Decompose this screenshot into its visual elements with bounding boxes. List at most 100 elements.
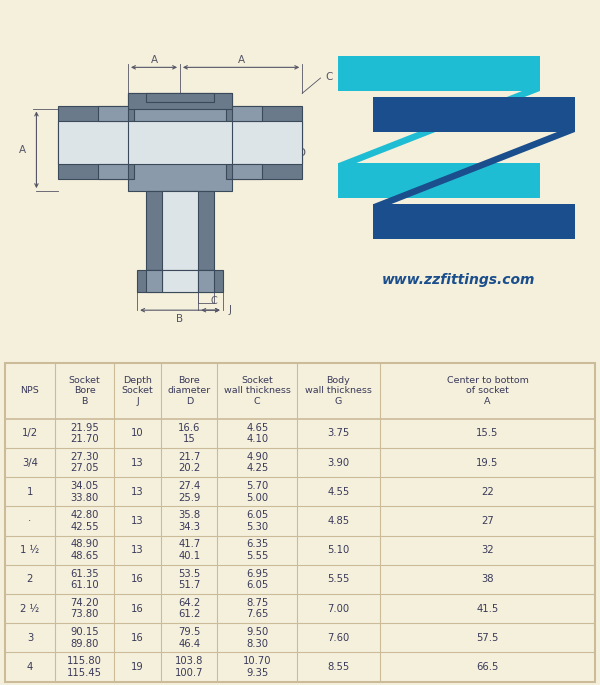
- Text: 13: 13: [131, 458, 144, 468]
- Bar: [199, 271, 214, 292]
- Bar: [146, 191, 214, 271]
- Bar: [128, 93, 232, 109]
- Text: 35.8
34.3: 35.8 34.3: [178, 510, 200, 532]
- Text: 10.70
9.35: 10.70 9.35: [243, 656, 271, 677]
- Text: 16: 16: [131, 575, 144, 584]
- Text: G: G: [161, 93, 169, 103]
- Text: 1: 1: [27, 487, 33, 497]
- Text: 16: 16: [131, 633, 144, 643]
- Polygon shape: [373, 97, 575, 132]
- Text: 74.20
73.80: 74.20 73.80: [70, 598, 99, 619]
- Bar: [232, 164, 262, 179]
- Bar: [146, 93, 214, 103]
- Text: 1 ½: 1 ½: [20, 545, 40, 555]
- Text: 5.55: 5.55: [327, 575, 350, 584]
- Text: 9.50
8.30: 9.50 8.30: [246, 627, 268, 649]
- Text: 53.5
51.7: 53.5 51.7: [178, 569, 200, 590]
- Text: 4.90
4.25: 4.90 4.25: [246, 452, 268, 473]
- Text: 13: 13: [131, 516, 144, 526]
- Text: 3: 3: [27, 633, 33, 643]
- Text: 57.5: 57.5: [476, 633, 499, 643]
- Text: 6.05
5.30: 6.05 5.30: [246, 510, 268, 532]
- Text: 4.65
4.10: 4.65 4.10: [246, 423, 268, 444]
- Text: 7.00: 7.00: [328, 603, 349, 614]
- Text: 10: 10: [131, 428, 144, 438]
- Bar: [128, 121, 232, 164]
- Text: A: A: [238, 55, 245, 64]
- Text: 48.90
48.65: 48.90 48.65: [70, 539, 99, 561]
- Text: 19.5: 19.5: [476, 458, 499, 468]
- Text: ·: ·: [28, 516, 32, 526]
- Text: 4: 4: [27, 662, 33, 672]
- Text: 1/2: 1/2: [22, 428, 38, 438]
- Text: Socket
wall thickness
C: Socket wall thickness C: [224, 376, 290, 406]
- Text: 15.5: 15.5: [476, 428, 499, 438]
- Text: 34.05
33.80: 34.05 33.80: [70, 481, 98, 503]
- Polygon shape: [337, 91, 540, 164]
- Bar: [128, 93, 232, 191]
- Text: 115.80
115.45: 115.80 115.45: [67, 656, 102, 677]
- Text: 21.7
20.2: 21.7 20.2: [178, 452, 200, 473]
- Text: 19: 19: [131, 662, 144, 672]
- Text: NPS: NPS: [20, 386, 39, 395]
- Text: 79.5
46.4: 79.5 46.4: [178, 627, 200, 649]
- Bar: [161, 191, 199, 271]
- Text: 38: 38: [481, 575, 494, 584]
- Bar: [226, 121, 302, 164]
- Text: 27.4
25.9: 27.4 25.9: [178, 481, 200, 503]
- Text: 4.55: 4.55: [327, 487, 350, 497]
- Text: 32: 32: [481, 545, 494, 555]
- Text: 2 ½: 2 ½: [20, 603, 40, 614]
- Text: 16: 16: [131, 603, 144, 614]
- Text: D: D: [298, 148, 305, 158]
- Bar: [146, 271, 161, 292]
- Polygon shape: [337, 56, 540, 91]
- Text: 27.30
27.05: 27.30 27.05: [70, 452, 99, 473]
- Text: 7.60: 7.60: [327, 633, 350, 643]
- Text: 64.2
61.2: 64.2 61.2: [178, 598, 200, 619]
- Polygon shape: [337, 164, 540, 198]
- Text: 22: 22: [481, 487, 494, 497]
- Bar: [226, 105, 302, 179]
- Text: A: A: [19, 145, 26, 155]
- Text: 3/4: 3/4: [22, 458, 38, 468]
- Bar: [137, 271, 223, 292]
- Text: 5.70
5.00: 5.70 5.00: [246, 481, 268, 503]
- Polygon shape: [373, 204, 575, 239]
- Text: 13: 13: [131, 545, 144, 555]
- Text: 66.5: 66.5: [476, 662, 499, 672]
- Text: 41.7
40.1: 41.7 40.1: [178, 539, 200, 561]
- Text: B: B: [176, 314, 184, 324]
- Text: C: C: [325, 71, 332, 82]
- Text: A: A: [151, 55, 158, 64]
- Text: 5.10: 5.10: [327, 545, 350, 555]
- Text: 3.75: 3.75: [327, 428, 350, 438]
- Text: Socket
Bore
B: Socket Bore B: [68, 376, 100, 406]
- Bar: [58, 121, 134, 164]
- Bar: [98, 164, 128, 179]
- Text: Bore
diameter
D: Bore diameter D: [167, 376, 211, 406]
- Text: 42.80
42.55: 42.80 42.55: [70, 510, 99, 532]
- Bar: [161, 271, 199, 292]
- Text: 27: 27: [481, 516, 494, 526]
- Text: Depth
Socket
J: Depth Socket J: [122, 376, 154, 406]
- Text: 4.85: 4.85: [328, 516, 349, 526]
- Text: www.zzfittings.com: www.zzfittings.com: [382, 273, 536, 287]
- Text: 103.8
100.7: 103.8 100.7: [175, 656, 203, 677]
- Polygon shape: [373, 132, 575, 204]
- Text: 21.95
21.70: 21.95 21.70: [70, 423, 99, 444]
- Text: 6.95
6.05: 6.95 6.05: [246, 569, 268, 590]
- Text: 61.35
61.10: 61.35 61.10: [70, 569, 99, 590]
- Text: 3.90: 3.90: [328, 458, 349, 468]
- Text: 16.6
15: 16.6 15: [178, 423, 200, 444]
- Text: 6.35
5.55: 6.35 5.55: [246, 539, 268, 561]
- Text: J: J: [229, 306, 232, 315]
- Text: 41.5: 41.5: [476, 603, 499, 614]
- Text: C: C: [210, 296, 217, 306]
- Text: Center to bottom
of socket
A: Center to bottom of socket A: [446, 376, 529, 406]
- Bar: [98, 105, 128, 121]
- Text: 8.55: 8.55: [327, 662, 350, 672]
- Text: 2: 2: [27, 575, 33, 584]
- Text: 13: 13: [131, 487, 144, 497]
- Text: 90.15
89.80: 90.15 89.80: [70, 627, 99, 649]
